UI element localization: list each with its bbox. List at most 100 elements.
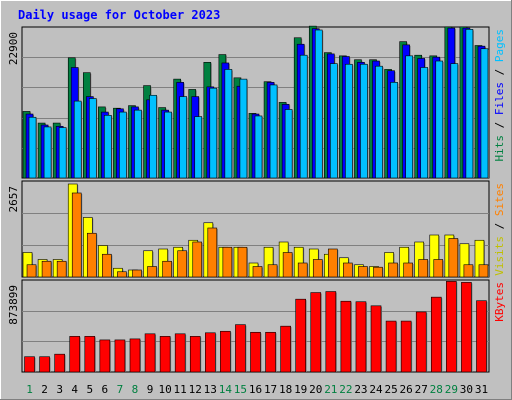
bar-pages-day-4 [73, 100, 82, 179]
bar-pages-day-24 [375, 65, 383, 179]
bar-kbytes-day-30 [461, 282, 472, 373]
legend-part: Hits [493, 135, 506, 162]
bar-kbytes-day-14 [220, 330, 231, 373]
legend-part: / [493, 115, 506, 135]
x-tick-label-day-21: 21 [324, 383, 337, 396]
bar-kbytes-day-7 [114, 339, 126, 373]
x-tick-label-day-24: 24 [369, 383, 383, 396]
bar-sites-day-20 [312, 259, 323, 278]
x-axis: 1 2 3 4 5 6 7 8 9 10 11 12 13 14 15 16 17 18 19 20 21 22 23 24 2… [26, 383, 488, 396]
bar-sites-day-27 [418, 259, 429, 278]
bar-pages-day-3 [58, 127, 67, 179]
panel-kbytes-legend-label: KBytes [493, 282, 506, 322]
chart-panels: 22900 Hits / Files / Pages 2657 Visits / Si… [7, 25, 506, 373]
bar-pages-day-6 [104, 115, 112, 179]
bar-kbytes-day-8 [129, 338, 141, 373]
bar-sites-day-7 [117, 271, 127, 278]
x-tick-label-day-7: 7 [117, 383, 124, 396]
panel-visits-ymax-label: 2657 [7, 186, 20, 213]
x-tick-label-day-16: 16 [249, 383, 262, 396]
panel-kbytes-ymax-label: 873899 [7, 285, 20, 325]
panel-hits: 22900 Hits / Files / Pages [7, 25, 506, 179]
legend-part: Sites [493, 183, 506, 216]
bar-pages-day-15 [239, 78, 248, 179]
x-tick-label-day-26: 26 [400, 383, 413, 396]
x-tick-label-day-10: 10 [158, 383, 171, 396]
bar-pages-day-22 [345, 63, 353, 179]
x-tick-label-day-1: 1 [26, 383, 33, 396]
x-tick-label-day-14: 14 [219, 383, 233, 396]
panel-visits-legend-label: Visits / Sites [493, 183, 506, 276]
bar-pages-day-26 [405, 55, 413, 179]
bar-sites-day-23 [358, 266, 368, 278]
bar-pages-day-31 [480, 48, 489, 179]
x-tick-label-day-17: 17 [264, 383, 277, 396]
bar-sites-day-22 [343, 262, 353, 278]
bar-pages-day-19 [299, 54, 308, 179]
bar-kbytes-day-18 [280, 325, 291, 373]
bar-kbytes-day-23 [355, 301, 367, 373]
bar-kbytes-day-24 [370, 305, 382, 373]
bar-kbytes-day-17 [265, 331, 276, 373]
bar-sites-day-19 [297, 262, 308, 278]
bar-kbytes-day-10 [159, 336, 171, 373]
bar-sites-day-26 [403, 262, 413, 278]
bar-pages-day-27 [420, 67, 429, 179]
bar-pages-day-17 [269, 84, 278, 179]
x-tick-label-day-27: 27 [415, 383, 428, 396]
legend-part: / [493, 62, 506, 82]
bar-pages-day-23 [360, 63, 368, 179]
panel-visits: 2657 Visits / Sites [7, 180, 506, 278]
bar-sites-day-4 [71, 192, 82, 278]
bar-pages-day-25 [390, 82, 398, 179]
bar-kbytes-day-31 [476, 300, 487, 373]
x-tick-label-day-19: 19 [294, 383, 307, 396]
bar-sites-day-3 [56, 260, 67, 278]
x-tick-label-day-15: 15 [234, 383, 247, 396]
bar-kbytes-day-6 [99, 339, 111, 373]
bar-pages-day-8 [134, 109, 142, 179]
bar-kbytes-day-3 [54, 353, 65, 373]
x-tick-label-day-5: 5 [86, 383, 93, 396]
legend-part: KBytes [493, 282, 506, 322]
bar-kbytes-day-19 [295, 298, 306, 373]
bar-sites-day-16 [252, 266, 263, 278]
x-tick-label-day-13: 13 [204, 383, 217, 396]
bar-pages-day-11 [179, 96, 187, 179]
bar-sites-day-2 [41, 260, 52, 278]
bar-pages-day-21 [330, 63, 338, 179]
bar-sites-day-18 [282, 252, 293, 278]
bar-sites-day-9 [147, 266, 157, 278]
x-tick-label-day-4: 4 [71, 383, 78, 396]
bar-pages-day-30 [465, 29, 474, 179]
bar-pages-day-1 [28, 116, 37, 179]
bar-sites-day-21 [328, 248, 338, 278]
x-tick-label-day-29: 29 [445, 383, 458, 396]
x-tick-label-day-28: 28 [430, 383, 443, 396]
x-tick-label-day-6: 6 [102, 383, 109, 396]
bar-sites-day-8 [132, 269, 142, 278]
bar-pages-day-2 [43, 126, 52, 179]
chart-title: Daily usage for October 2023 [18, 8, 220, 22]
bar-kbytes-day-12 [189, 336, 201, 373]
bar-kbytes-day-4 [69, 336, 81, 373]
bar-sites-day-6 [102, 253, 112, 278]
x-tick-label-day-11: 11 [174, 383, 187, 396]
bar-kbytes-day-21 [325, 291, 337, 373]
bar-pages-day-12 [194, 116, 203, 179]
panel-hits-legend-label: Hits / Files / Pages [493, 29, 506, 162]
bar-pages-day-14 [224, 69, 233, 179]
x-tick-label-day-23: 23 [354, 383, 367, 396]
bar-pages-day-28 [435, 60, 444, 179]
bar-kbytes-day-22 [340, 300, 352, 373]
bar-kbytes-day-28 [430, 296, 442, 373]
legend-part: / [493, 216, 506, 236]
bar-sites-day-17 [267, 264, 278, 278]
bar-sites-day-24 [373, 266, 383, 278]
bar-pages-day-18 [284, 109, 293, 179]
x-tick-label-day-20: 20 [309, 383, 322, 396]
bar-pages-day-13 [209, 87, 218, 179]
bar-sites-day-15 [237, 246, 248, 278]
x-tick-label-day-2: 2 [41, 383, 48, 396]
bar-kbytes-day-13 [205, 332, 216, 373]
